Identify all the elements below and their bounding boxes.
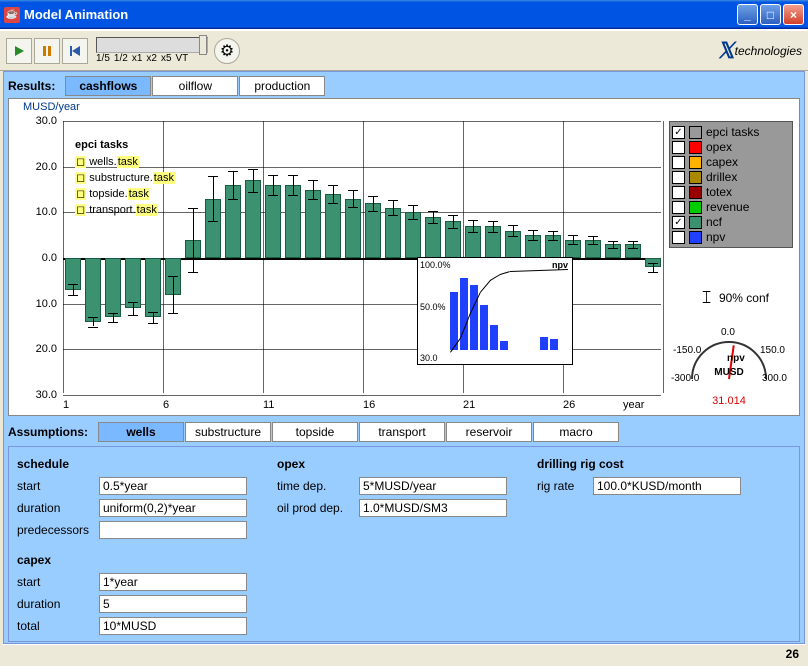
legend-item-npv[interactable]: npv xyxy=(672,230,790,244)
task-item: ◻ transport.task xyxy=(75,203,175,216)
pause-button[interactable] xyxy=(34,38,60,64)
play-button[interactable] xyxy=(6,38,32,64)
gauge-unit: MUSD xyxy=(671,367,787,378)
legend: ✓epci tasksopexcapexdrillextotexrevenue✓… xyxy=(669,121,793,248)
java-icon: ☕ xyxy=(4,7,20,23)
logo: 𝕏technologies xyxy=(717,38,802,64)
capex-header: capex xyxy=(17,553,247,567)
status-value: 26 xyxy=(786,647,799,661)
legend-item-totex[interactable]: totex xyxy=(672,185,790,199)
task-item: ◻ wells.task xyxy=(75,155,175,168)
speed-ticks: 1/51/2x1x2x5VT xyxy=(96,53,208,64)
speed-slider[interactable] xyxy=(96,37,208,53)
capex-total-label: total xyxy=(17,619,99,633)
legend-item-revenue[interactable]: revenue xyxy=(672,200,790,214)
schedule-duration-input[interactable] xyxy=(99,499,247,517)
predecessors-label: predecessors xyxy=(17,523,99,537)
speed-slider-area: 1/51/2x1x2x5VT xyxy=(96,37,208,64)
chart-area: MUSD/year epci tasks ◻ wells.task ◻ subst… xyxy=(8,98,800,416)
start-label: start xyxy=(17,479,99,493)
minimize-button[interactable]: _ xyxy=(737,4,758,25)
ncf-bar xyxy=(105,258,121,317)
window-title: Model Animation xyxy=(24,7,735,22)
results-tab-production[interactable]: production xyxy=(239,76,325,96)
legend-item-drillex[interactable]: drillex xyxy=(672,170,790,184)
ncf-bar xyxy=(305,190,321,259)
opex-timedep-input[interactable] xyxy=(359,477,507,495)
close-button[interactable]: × xyxy=(783,4,804,25)
assumptions-label: Assumptions: xyxy=(8,425,88,439)
settings-button[interactable]: ⚙ xyxy=(214,38,240,64)
legend-item-capex[interactable]: capex xyxy=(672,155,790,169)
maximize-button[interactable]: □ xyxy=(760,4,781,25)
assumptions-tabs-row: Assumptions: wellssubstructuretopsidetra… xyxy=(8,422,800,442)
opex-header: opex xyxy=(277,457,507,471)
y-axis-label: MUSD/year xyxy=(23,101,80,113)
duration-label: duration xyxy=(17,501,99,515)
npv-gauge: -300.0 -150.0 0.0 150.0 300.0 npv MUSD 3… xyxy=(671,321,787,401)
results-label: Results: xyxy=(8,79,55,93)
assumptions-tab-wells[interactable]: wells xyxy=(98,422,184,442)
title-bar: ☕ Model Animation _ □ × xyxy=(0,0,808,29)
confidence-label: 𝙸 90% conf xyxy=(700,287,769,308)
results-tabs-row: Results: cashflowsoilflowproduction xyxy=(8,76,800,96)
assumptions-tab-reservoir[interactable]: reservoir xyxy=(446,422,532,442)
capex-duration-input[interactable] xyxy=(99,595,247,613)
task-item: ◻ topside.task xyxy=(75,187,175,200)
legend-item-ncf[interactable]: ✓ncf xyxy=(672,215,790,229)
schedule-predecessors-input[interactable] xyxy=(99,521,247,539)
results-tab-cashflows[interactable]: cashflows xyxy=(65,76,151,96)
capex-start-label: start xyxy=(17,575,99,589)
toolbar: 1/51/2x1x2x5VT ⚙ 𝕏technologies xyxy=(0,29,808,71)
schedule-header: schedule xyxy=(17,457,247,471)
task-item: ◻ substructure.task xyxy=(75,171,175,184)
gauge-value: 31.014 xyxy=(671,395,787,407)
oilprod-label: oil prod dep. xyxy=(277,501,359,515)
content-panel: Results: cashflowsoilflowproduction MUSD… xyxy=(3,71,805,644)
assumptions-tab-topside[interactable]: topside xyxy=(272,422,358,442)
ncf-bar xyxy=(125,258,141,308)
rewind-button[interactable] xyxy=(62,38,88,64)
ncf-bar xyxy=(145,258,161,317)
rig-rate-input[interactable] xyxy=(593,477,741,495)
capex-duration-label: duration xyxy=(17,597,99,611)
results-tab-oilflow[interactable]: oilflow xyxy=(152,76,238,96)
schedule-start-input[interactable] xyxy=(99,477,247,495)
legend-item-epci tasks[interactable]: ✓epci tasks xyxy=(672,125,790,139)
assumptions-tab-macro[interactable]: macro xyxy=(533,422,619,442)
rig-header: drilling rig cost xyxy=(537,457,741,471)
status-bar: 26 xyxy=(3,644,805,663)
timedep-label: time dep. xyxy=(277,479,359,493)
ncf-bar xyxy=(85,258,101,322)
assumptions-tab-transport[interactable]: transport xyxy=(359,422,445,442)
legend-item-opex[interactable]: opex xyxy=(672,140,790,154)
tasks-header: epci tasks xyxy=(75,139,175,151)
opex-oilprod-input[interactable] xyxy=(359,499,507,517)
rigrate-label: rig rate xyxy=(537,479,593,493)
form-panel: schedule start duration predecessors cap… xyxy=(8,446,800,642)
capex-total-input[interactable] xyxy=(99,617,247,635)
error-bar-icon: 𝙸 xyxy=(700,287,713,308)
capex-start-input[interactable] xyxy=(99,573,247,591)
epci-task-list: epci tasks ◻ wells.task ◻ substructure.ta… xyxy=(75,139,175,219)
assumptions-tab-substructure[interactable]: substructure xyxy=(185,422,271,442)
npv-inset-chart: npv 100.0% 50.0% 30.0 xyxy=(417,257,573,365)
